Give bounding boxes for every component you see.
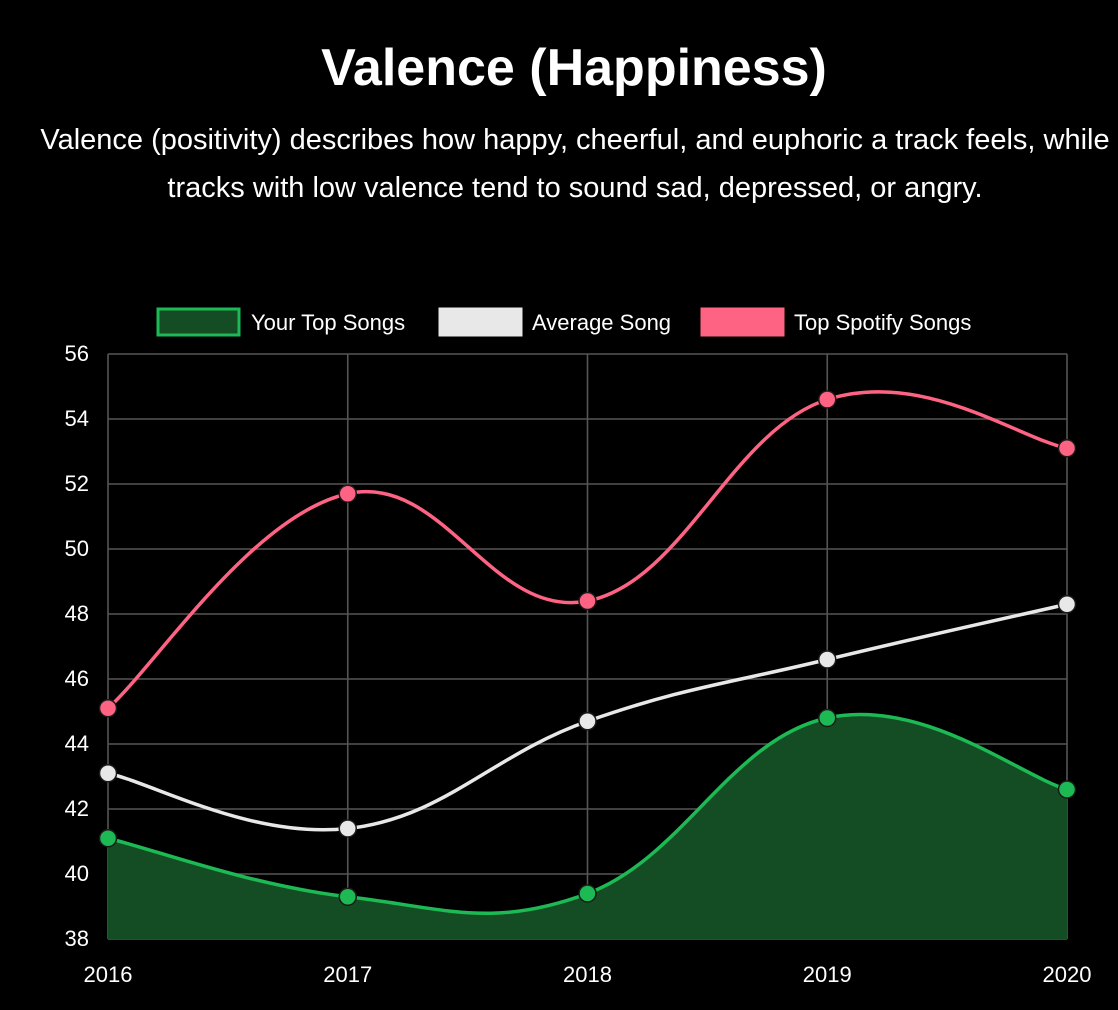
y-tick-label: 42 [65, 796, 89, 821]
y-tick-label: 40 [65, 861, 89, 886]
x-tick-label: 2017 [323, 962, 372, 987]
x-tick-label: 2016 [84, 962, 133, 987]
legend-label-your-top-songs: Your Top Songs [251, 310, 405, 335]
y-tick-label: 54 [65, 406, 89, 431]
average-song-point [98, 764, 118, 783]
y-tick-label: 46 [65, 666, 89, 691]
legend-swatch-your-top-songs [156, 307, 241, 337]
legend-swatch-top-spotify-songs [700, 307, 785, 337]
average-song-point [818, 650, 837, 669]
your-top-songs-area [108, 714, 1067, 939]
y-tick-label: 44 [65, 731, 89, 756]
y-tick-label: 50 [65, 536, 89, 561]
legend-swatch-average-song [438, 307, 523, 337]
average-song-point [1057, 595, 1077, 614]
chart-title: Valence (Happiness) [321, 39, 827, 97]
your-top-songs-point [818, 708, 837, 728]
chart-description: Valence (positivity) describes how happy… [40, 124, 1110, 204]
x-tick-label: 2019 [803, 962, 852, 987]
average-song-point [578, 712, 597, 731]
valence-line-chart: 38 40 42 44 46 48 50 52 54 56 2016 2017 2018 2019 2020… [65, 307, 1092, 987]
top-spotify-songs-point [98, 699, 118, 718]
your-top-songs-point [1057, 780, 1077, 799]
legend-label-average-song: Average Song [532, 310, 671, 335]
x-tick-label: 2018 [563, 962, 612, 987]
y-tick-label: 52 [65, 471, 89, 496]
your-top-songs-point [338, 887, 357, 906]
y-tick-label: 48 [65, 601, 89, 626]
your-top-songs-point [578, 884, 597, 903]
top-spotify-songs-point [1057, 439, 1077, 458]
top-spotify-songs-point [818, 390, 837, 409]
x-tick-label: 2020 [1043, 962, 1092, 987]
y-tick-label: 56 [65, 341, 89, 366]
top-spotify-songs-point [338, 484, 357, 503]
average-song-point [338, 819, 357, 838]
your-top-songs-line [107, 712, 1068, 915]
your-top-songs-point [98, 829, 118, 848]
y-tick-label: 38 [65, 926, 89, 951]
legend-label-top-spotify-songs: Top Spotify Songs [794, 310, 971, 335]
top-spotify-songs-point [578, 591, 597, 611]
